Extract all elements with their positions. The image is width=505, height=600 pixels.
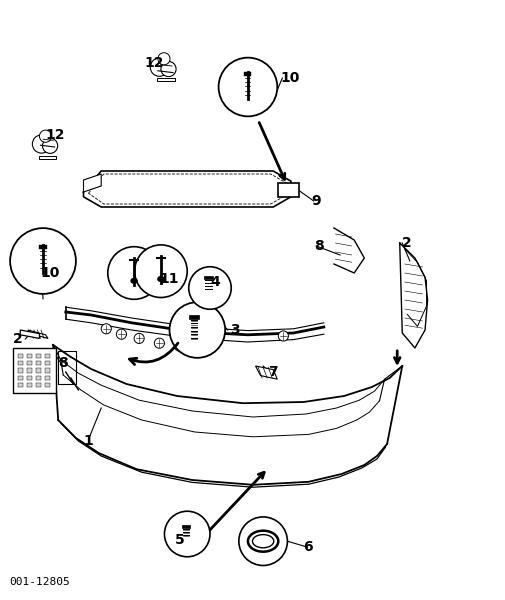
Polygon shape <box>45 383 50 387</box>
Circle shape <box>188 267 231 309</box>
Polygon shape <box>18 361 23 365</box>
Circle shape <box>42 138 58 154</box>
Text: 001-12805: 001-12805 <box>9 577 70 587</box>
Circle shape <box>158 53 170 65</box>
Polygon shape <box>36 383 41 387</box>
Polygon shape <box>27 368 32 373</box>
Polygon shape <box>18 354 23 358</box>
Text: 12: 12 <box>45 128 65 142</box>
Circle shape <box>108 247 160 299</box>
Text: 9: 9 <box>311 194 320 208</box>
Polygon shape <box>20 330 39 338</box>
Polygon shape <box>188 315 198 319</box>
Ellipse shape <box>131 278 137 283</box>
Polygon shape <box>45 376 50 380</box>
Circle shape <box>101 324 111 334</box>
Text: 2: 2 <box>13 332 22 346</box>
Polygon shape <box>27 354 32 358</box>
Circle shape <box>218 58 277 116</box>
Text: 6: 6 <box>303 540 313 554</box>
Polygon shape <box>244 72 251 76</box>
Polygon shape <box>27 376 32 380</box>
Polygon shape <box>18 376 23 380</box>
Circle shape <box>161 61 176 77</box>
Ellipse shape <box>158 277 164 281</box>
Polygon shape <box>36 368 41 373</box>
Polygon shape <box>36 354 41 358</box>
Polygon shape <box>39 245 46 249</box>
Circle shape <box>150 58 168 76</box>
Polygon shape <box>18 383 23 387</box>
Polygon shape <box>157 78 174 81</box>
Text: 11: 11 <box>159 272 179 286</box>
Polygon shape <box>13 348 56 393</box>
Circle shape <box>169 302 225 358</box>
Polygon shape <box>39 156 56 159</box>
Polygon shape <box>18 368 23 373</box>
Circle shape <box>10 228 76 294</box>
Polygon shape <box>255 366 277 379</box>
Polygon shape <box>36 361 41 365</box>
Text: 4: 4 <box>210 275 219 289</box>
Circle shape <box>154 338 164 348</box>
Polygon shape <box>83 174 101 192</box>
Circle shape <box>164 511 210 557</box>
Text: 3: 3 <box>230 323 239 337</box>
Text: 10: 10 <box>40 266 60 280</box>
Polygon shape <box>204 276 212 279</box>
Polygon shape <box>278 183 298 197</box>
Text: 1: 1 <box>83 434 93 448</box>
Polygon shape <box>27 361 32 365</box>
Polygon shape <box>45 368 50 373</box>
Polygon shape <box>27 383 32 387</box>
Text: 7: 7 <box>268 365 277 379</box>
Circle shape <box>116 329 126 339</box>
Circle shape <box>134 245 187 298</box>
Text: 8: 8 <box>58 356 68 370</box>
Circle shape <box>32 135 50 153</box>
Text: 10: 10 <box>280 71 299 85</box>
Text: 2: 2 <box>401 236 411 250</box>
Polygon shape <box>182 525 189 528</box>
Circle shape <box>278 331 288 341</box>
Circle shape <box>238 517 287 565</box>
Polygon shape <box>45 361 50 365</box>
Polygon shape <box>45 354 50 358</box>
Text: 12: 12 <box>144 56 164 70</box>
Text: 8: 8 <box>313 239 323 253</box>
Polygon shape <box>28 330 48 338</box>
Circle shape <box>39 130 52 142</box>
Circle shape <box>174 341 184 351</box>
Polygon shape <box>36 376 41 380</box>
Text: 5: 5 <box>174 533 184 547</box>
Circle shape <box>134 334 144 343</box>
